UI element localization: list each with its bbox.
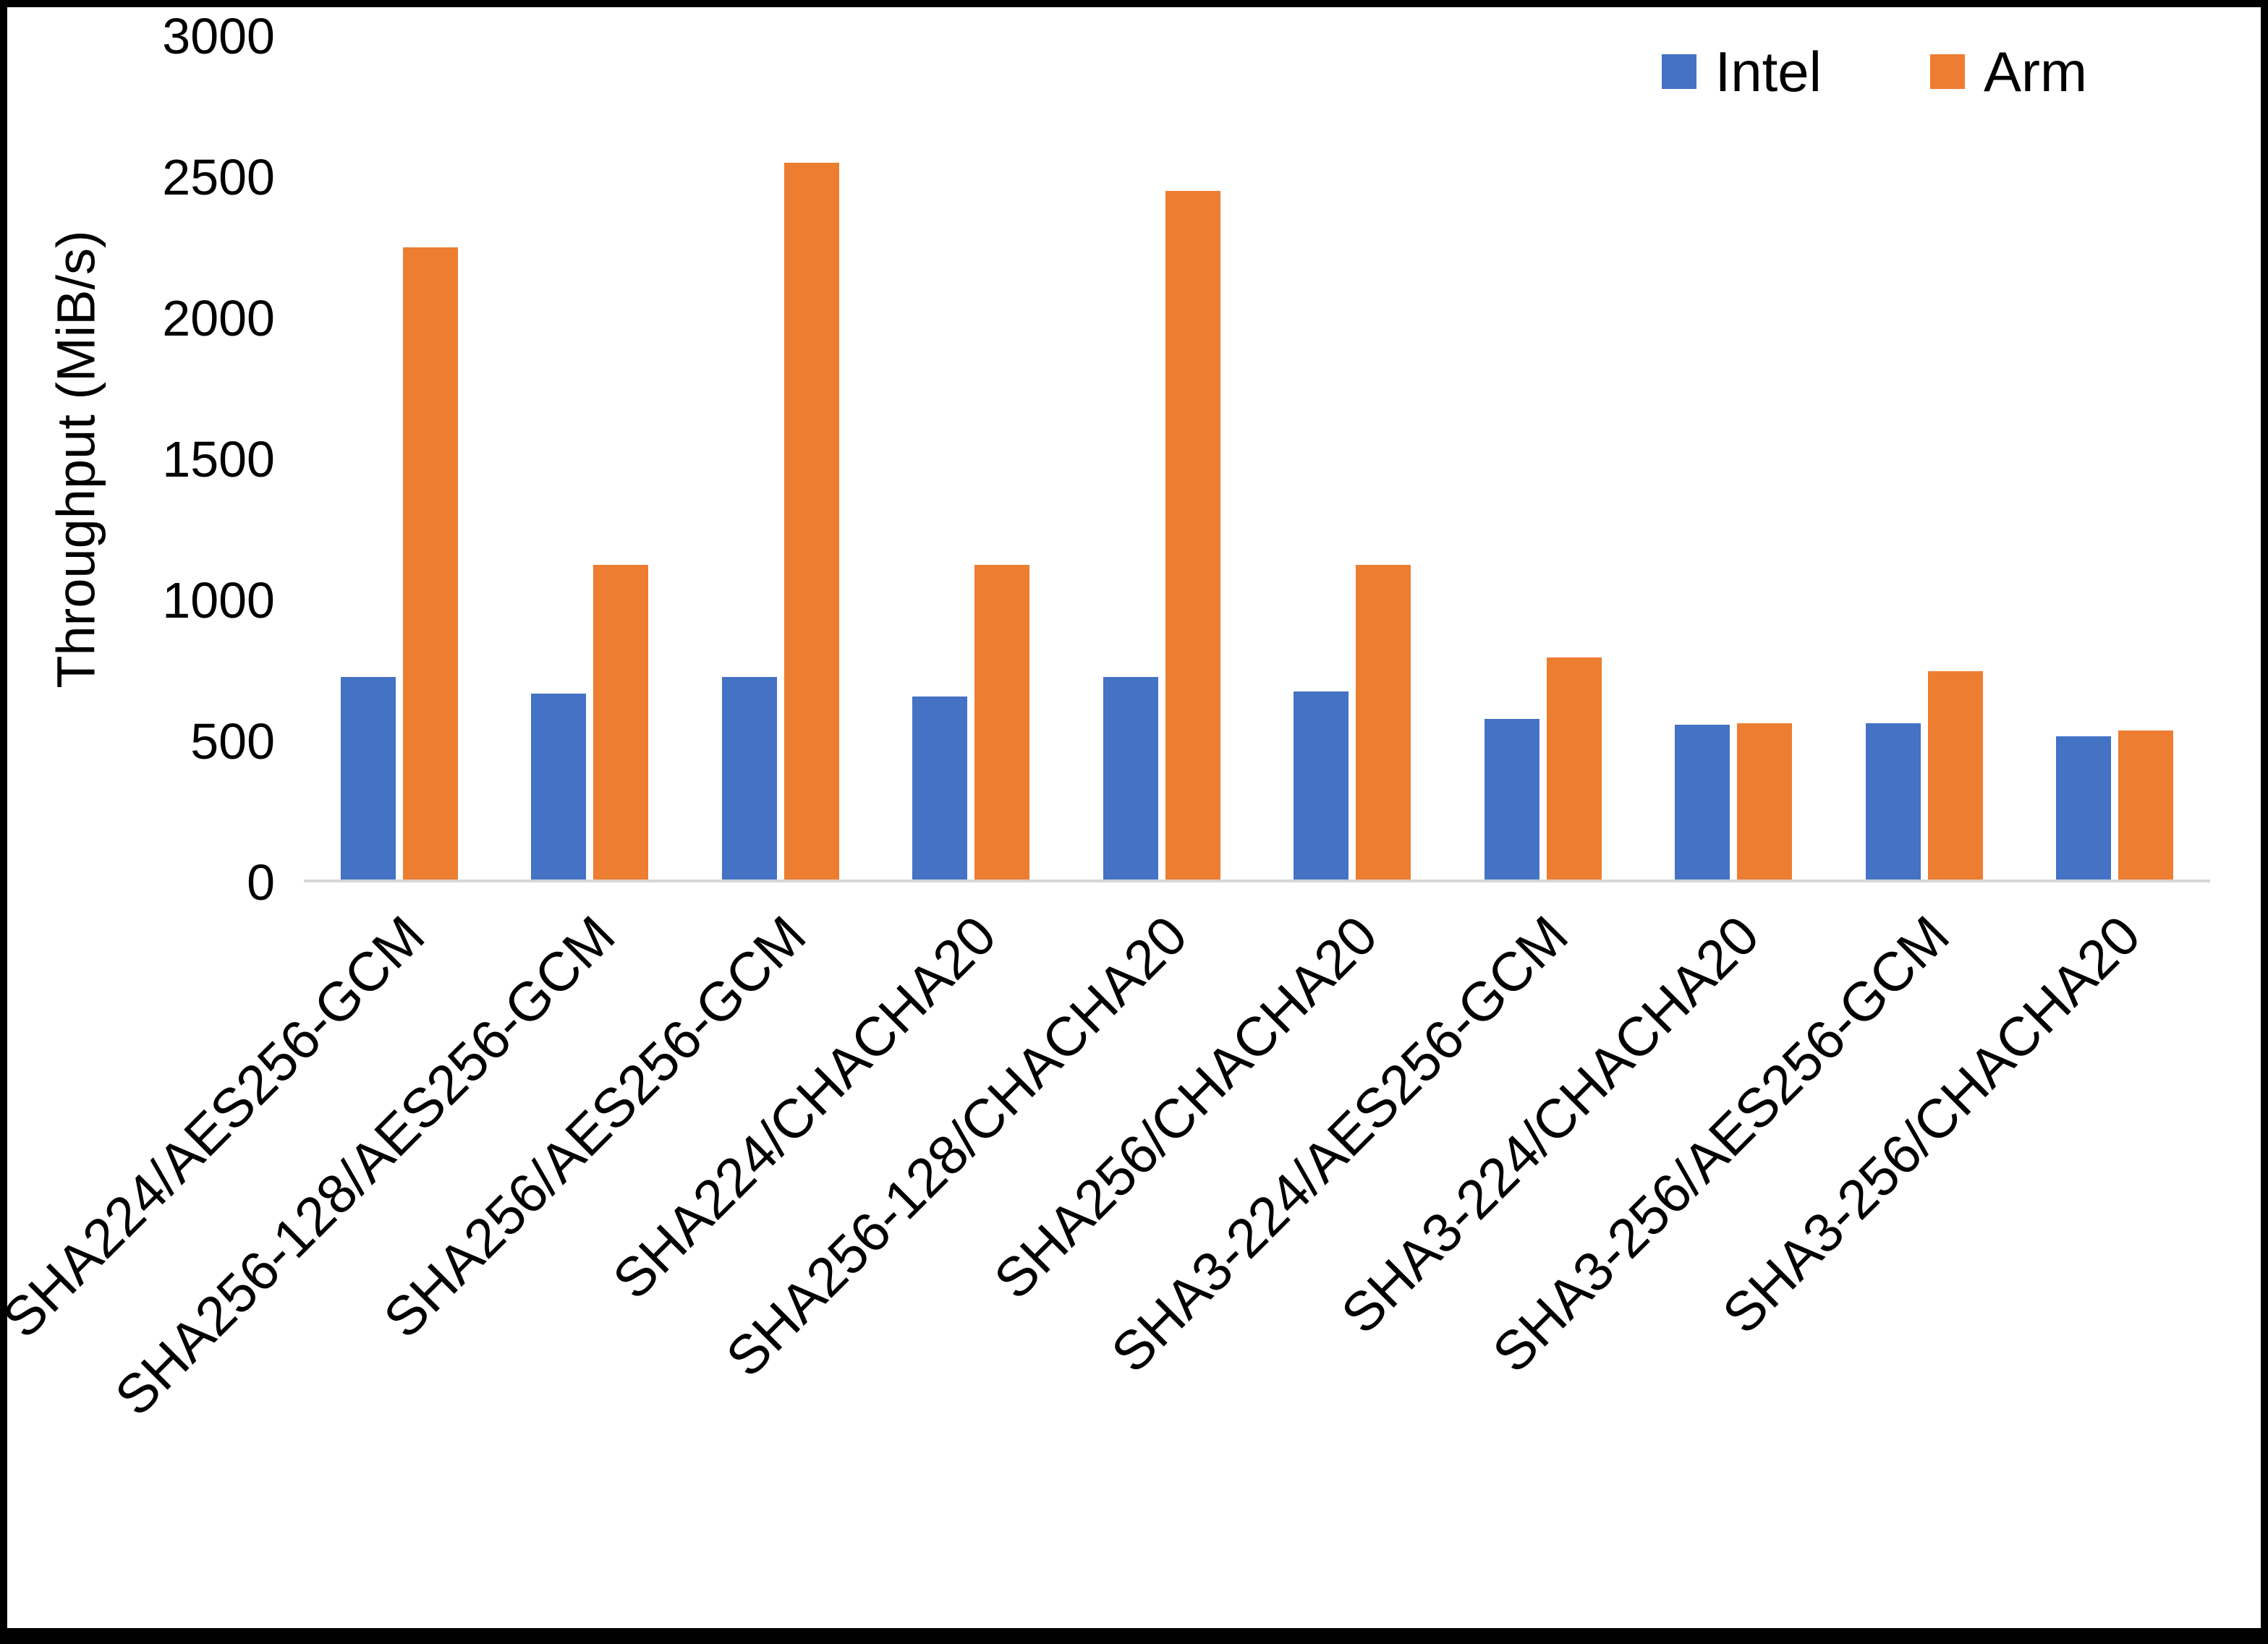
bar-group — [685, 36, 876, 880]
bar-intel — [1294, 691, 1349, 880]
bar-intel — [912, 697, 968, 880]
x-label-cell: SHA3-256/AES256-GCM — [1482, 882, 2020, 1628]
bar-arm — [2118, 731, 2174, 880]
x-axis-labels: SHA224/AES256-GCM SHA256-128/AES256-GCM SH… — [7, 882, 2211, 1628]
y-tick-label: 2500 — [162, 149, 275, 205]
bar-group — [2020, 36, 2211, 880]
bar-group — [876, 36, 1067, 880]
chart-legend: Intel Arm — [1661, 40, 2087, 103]
bar-intel — [2056, 736, 2112, 880]
bar-arm — [1737, 723, 1793, 880]
bar-group — [1448, 36, 1639, 880]
bar-arm — [1356, 564, 1411, 880]
y-tick-label: 2000 — [162, 290, 275, 346]
bar-intel — [340, 677, 396, 880]
bar-intel — [1865, 723, 1921, 880]
bar-arm — [1546, 657, 1602, 880]
y-axis-title: Throughput (MiB/s) — [46, 230, 106, 689]
bar-arm — [593, 564, 649, 880]
bar-arm — [402, 247, 458, 880]
y-axis-title-cell: Throughput (MiB/s) — [29, 36, 123, 882]
bar-intel — [531, 694, 587, 880]
bar-arm — [1927, 671, 1983, 880]
bar-group — [304, 36, 495, 880]
bar-intel — [1103, 677, 1158, 880]
legend-item-arm: Arm — [1930, 43, 2087, 100]
bar-group — [495, 36, 686, 880]
x-label-cell: SHA3-256/CHACHA20 — [1711, 882, 2211, 1628]
y-tick-label: 500 — [190, 713, 275, 770]
bar-group — [1639, 36, 1830, 880]
chart-grid: Throughput (MiB/s) 0 500 1000 1500 2000 2500 3… — [7, 7, 2261, 1628]
bar-arm — [783, 162, 839, 880]
legend-label-arm: Arm — [1984, 40, 2087, 103]
y-tick-label: 0 — [247, 854, 275, 911]
plot-area: Intel Arm — [304, 36, 2210, 882]
y-tick-label: 3000 — [162, 8, 275, 64]
bar-group — [1829, 36, 2020, 880]
legend-swatch-arm-icon — [1930, 54, 1966, 89]
legend-label-intel: Intel — [1715, 40, 1822, 103]
legend-swatch-intel-icon — [1661, 54, 1696, 89]
bar-arm — [974, 564, 1030, 880]
bar-intel — [1675, 725, 1730, 880]
bar-intel — [721, 677, 777, 880]
y-axis-ticks: 0 500 1000 1500 2000 2500 3000 — [123, 11, 304, 908]
y-tick-label: 1500 — [162, 431, 275, 487]
bar-group — [1257, 36, 1448, 880]
y-tick-label: 1000 — [162, 572, 275, 629]
bar-intel — [1484, 719, 1539, 880]
bar-arm — [1165, 190, 1220, 880]
legend-item-intel: Intel — [1661, 40, 1822, 103]
bar-group — [1066, 36, 1257, 880]
